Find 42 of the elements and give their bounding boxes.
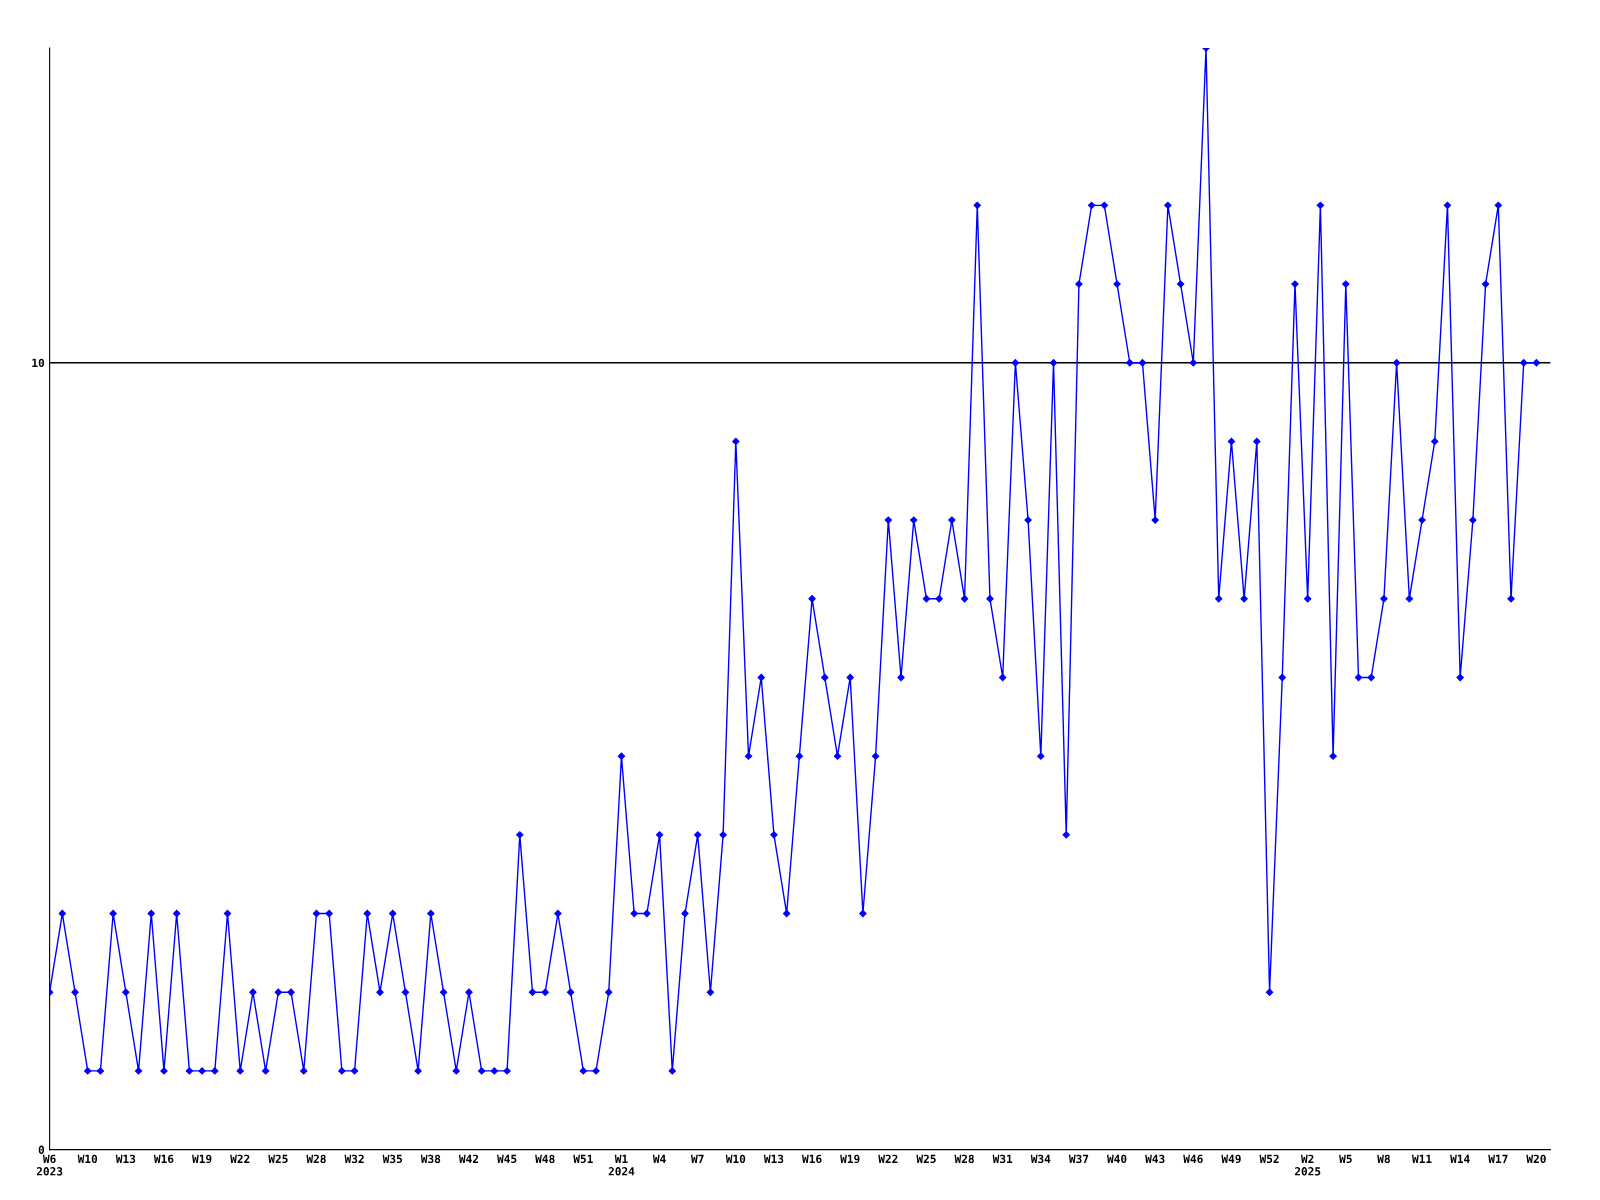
x-tick-label: W19 <box>192 1154 212 1164</box>
x-tick-label: W34 <box>1030 1154 1051 1164</box>
x-tick-label: W38 <box>420 1154 441 1164</box>
y-tick-label: 10 <box>32 358 45 368</box>
x-tick-label: W17 <box>1488 1154 1508 1163</box>
x-tick-label: W8 <box>1377 1154 1390 1164</box>
x-tick-label: W40 <box>1107 1154 1127 1164</box>
y-tick-label: 0 <box>38 1145 45 1154</box>
x-tick-label: W5 <box>1339 1154 1352 1164</box>
x-tick-label: W13 <box>763 1154 784 1164</box>
x-tick-label: W4 <box>652 1154 666 1163</box>
x-tick-label: W46 <box>1183 1154 1203 1164</box>
x-tick-label: W22 <box>878 1154 898 1163</box>
x-tick-label: W13 <box>115 1154 136 1164</box>
x-tick-label: W28 <box>306 1154 326 1164</box>
x-tick-label: W11 <box>1412 1154 1432 1163</box>
x-tick-label: W6 2023 <box>36 1154 63 1176</box>
x-tick-label: W7 <box>691 1154 704 1163</box>
x-tick-label: W49 <box>1221 1154 1241 1164</box>
x-tick-label: W10 <box>77 1154 98 1164</box>
x-tick-label: W19 <box>840 1154 860 1164</box>
x-tick-label: W10 <box>725 1154 746 1164</box>
x-tick-label: W14 <box>1450 1154 1470 1163</box>
x-tick-label: W45 <box>497 1154 517 1164</box>
x-tick-label: W1 2024 <box>608 1154 635 1176</box>
x-tick-label: W42 <box>458 1154 479 1163</box>
x-tick-label: W51 <box>573 1154 593 1164</box>
x-tick-label: W2 2025 <box>1294 1154 1321 1176</box>
x-tick-label: W28 <box>954 1154 974 1164</box>
x-tick-label: W43 <box>1145 1154 1165 1164</box>
x-tick-label: W32 <box>344 1154 364 1164</box>
x-tick-label: W37 <box>1068 1154 1089 1164</box>
x-tick-label: W25 <box>268 1154 288 1164</box>
x-tick-label: W22 <box>230 1154 250 1163</box>
x-tick-label: W20 <box>1526 1154 1546 1164</box>
x-tick-label: W16 <box>153 1154 174 1164</box>
x-tick-label: W35 <box>382 1154 402 1164</box>
x-tick-label: W16 <box>802 1154 822 1164</box>
x-tick-label: W52 <box>1259 1154 1279 1164</box>
x-tick-label: W25 <box>916 1154 936 1164</box>
x-tick-label: W48 <box>535 1154 555 1164</box>
x-tick-label: W31 <box>992 1154 1013 1164</box>
